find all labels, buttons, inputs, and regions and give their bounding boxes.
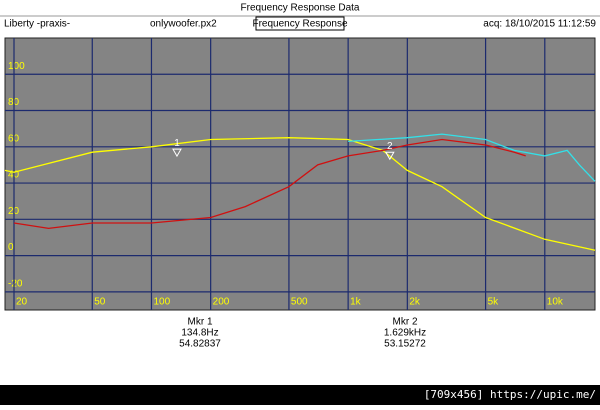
marker <box>384 151 395 161</box>
x-tick-label: 2k <box>409 297 421 308</box>
x-tick-label: 500 <box>291 297 308 308</box>
series-line <box>4 137 596 251</box>
y-tick-label: -20 <box>8 279 23 290</box>
x-tick-label: 5k <box>488 297 500 308</box>
series-line <box>13 138 526 230</box>
readout: 134.8Hz <box>181 328 218 339</box>
readout: Mkr 1 <box>188 317 213 328</box>
window-title: Frequency Response Data <box>241 3 360 14</box>
readout: 53.15272 <box>384 339 426 350</box>
footer-bar <box>0 385 600 405</box>
y-tick-label: 100 <box>8 61 25 72</box>
readout: Mkr 2 <box>393 317 418 328</box>
file: onlywoofer.px2 <box>150 19 217 30</box>
plot: -2002040608010020501002005001k2k5k10k12 <box>4 38 596 310</box>
plot-area <box>4 37 596 311</box>
x-tick-label: 200 <box>213 297 230 308</box>
acq: acq: 18/10/2015 11:12:59 <box>483 19 596 30</box>
view: Frequency Response <box>252 19 347 30</box>
readout: 1.629kHz <box>384 328 426 339</box>
readout: 54.82837 <box>179 339 221 350</box>
x-tick-label: 10k <box>547 297 564 308</box>
series-line <box>348 133 596 182</box>
marker-label: 1 <box>174 138 180 149</box>
y-tick-label: 0 <box>8 242 14 253</box>
marker-label: 2 <box>387 141 393 152</box>
program: Liberty -praxis- <box>4 19 70 30</box>
x-tick-label: 100 <box>153 297 170 308</box>
x-tick-label: 1k <box>350 297 362 308</box>
marker <box>172 148 182 158</box>
x-tick-label: 20 <box>16 297 28 308</box>
x-tick-label: 50 <box>94 297 106 308</box>
footer: [709x456] https://upic.me/ <box>424 388 596 401</box>
view-box <box>255 16 345 31</box>
